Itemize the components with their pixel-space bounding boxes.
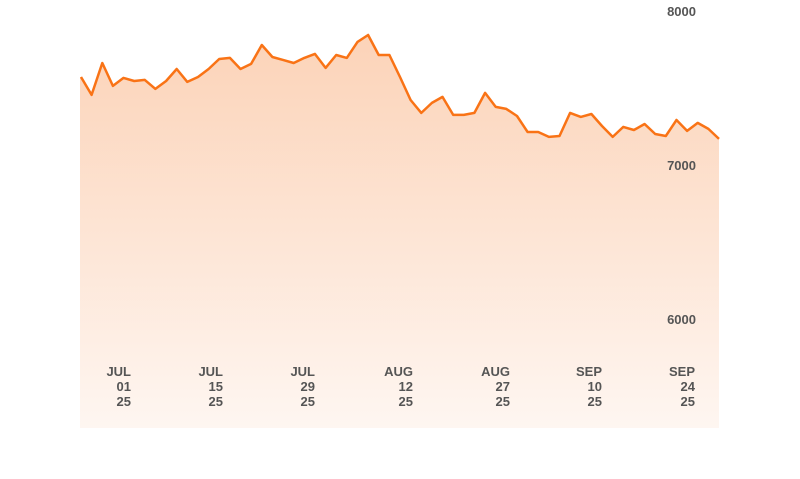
x-tick-day: 12	[399, 379, 413, 394]
y-tick-label: 8000	[667, 4, 696, 19]
x-tick-month: AUG	[481, 364, 510, 379]
x-tick-day: 27	[496, 379, 510, 394]
x-tick-year: 25	[588, 394, 602, 409]
x-tick-year: 25	[209, 394, 223, 409]
series-line	[79, 33, 720, 140]
x-tick-month: JUL	[106, 364, 131, 379]
y-tick-label: 7000	[667, 158, 696, 173]
x-tick-year: 25	[301, 394, 315, 409]
x-tick-year: 25	[681, 394, 695, 409]
area-fill	[80, 35, 719, 428]
x-tick-day: 15	[209, 379, 223, 394]
x-tick-month: JUL	[198, 364, 223, 379]
x-tick-month: SEP	[576, 364, 602, 379]
x-tick-month: SEP	[669, 364, 695, 379]
x-tick-year: 25	[496, 394, 510, 409]
x-tick-day: 10	[588, 379, 602, 394]
x-tick-month: JUL	[290, 364, 315, 379]
y-tick-label: 6000	[667, 312, 696, 327]
x-tick-day: 24	[681, 379, 696, 394]
x-tick-year: 25	[117, 394, 131, 409]
x-tick-year: 25	[399, 394, 413, 409]
x-tick-day: 29	[301, 379, 315, 394]
x-tick-month: AUG	[384, 364, 413, 379]
x-tick-day: 01	[117, 379, 131, 394]
